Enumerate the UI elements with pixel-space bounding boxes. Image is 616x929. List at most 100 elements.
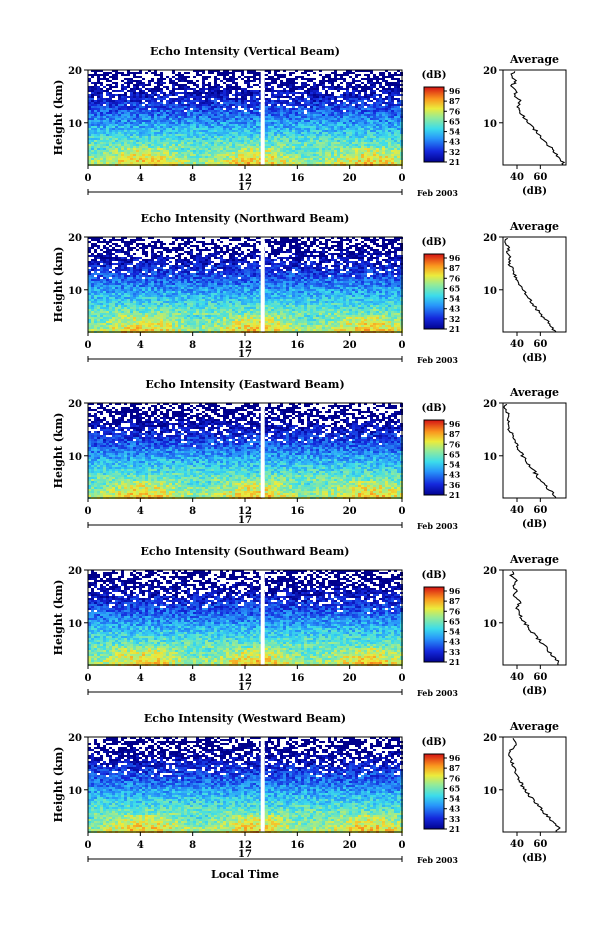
panel-westward: Echo Intensity (Westward Beam)1020Height…: [52, 712, 567, 865]
average-x-tick-label: 40: [510, 505, 524, 516]
x-tick-label: 4: [137, 506, 144, 517]
average-x-tick-label: 40: [510, 672, 524, 683]
panel-title: Echo Intensity (Vertical Beam): [150, 45, 340, 58]
average-title: Average: [509, 53, 559, 66]
data-gap: [260, 403, 265, 498]
colorbar-tick-label: 87: [449, 263, 460, 273]
date-label: Feb 2003: [417, 355, 458, 365]
colorbar-tick-label: 43: [449, 470, 461, 480]
x-tick-label: 20: [343, 173, 357, 184]
y-tick-label: 10: [68, 286, 82, 297]
x-tick-label: 20: [343, 506, 357, 517]
panel-title: Echo Intensity (Eastward Beam): [145, 378, 344, 391]
x-tick-label: 0: [399, 840, 406, 851]
average-y-tick-label: 20: [483, 233, 497, 244]
colorbar-tick-label: 21: [449, 490, 460, 500]
data-gap: [260, 737, 265, 832]
x-tick-label: 12: [238, 173, 252, 184]
day-label: 17: [238, 682, 252, 693]
x-tick-label: 16: [290, 840, 304, 851]
average-profile: Average 10 20 40 60 (dB): [483, 553, 567, 697]
colorbar-tick-label: 96: [449, 753, 461, 763]
x-tick-label: 20: [343, 340, 357, 351]
colorbar-tick-label: 65: [449, 283, 460, 293]
colorbar-tick-label: 96: [449, 586, 461, 596]
x-tick-label: 0: [399, 340, 406, 351]
average-profile-line: [504, 237, 557, 333]
heatmap-cells: [88, 403, 403, 499]
average-profile: Average 10 20 40 60 (dB): [483, 220, 567, 364]
x-tick-label: 12: [238, 673, 252, 684]
colorbar-frame: [423, 86, 445, 163]
colorbar-unit: (dB): [422, 70, 447, 81]
data-gap: [260, 570, 265, 665]
panel-southward: Echo Intensity (Southward Beam) 10 20 Heigh…: [52, 545, 567, 698]
average-title: Average: [509, 386, 559, 399]
colorbar-tick-label: 76: [449, 106, 461, 116]
colorbar-tick-label: 32: [449, 147, 460, 157]
x-tick-label: 0: [85, 506, 92, 517]
average-y-tick-label: 20: [483, 66, 497, 77]
day-label: 17: [238, 349, 252, 360]
panel-title: Echo Intensity (Southward Beam): [141, 545, 350, 558]
panel-title: Echo Intensity (Northward Beam): [141, 212, 350, 225]
colorbar-tick-label: 65: [449, 783, 460, 793]
average-title: Average: [509, 220, 559, 233]
y-tick-label: 10: [68, 619, 82, 630]
colorbar-tick-label: 54: [449, 627, 461, 637]
colorbar-tick-label: 87: [449, 763, 460, 773]
date-label: Feb 2003: [417, 855, 458, 865]
colorbar-tick-label: 76: [449, 773, 461, 783]
average-x-tick-label: 60: [533, 505, 547, 516]
colorbar-tick-label: 96: [449, 86, 461, 96]
x-tick-label: 20: [343, 673, 357, 684]
colorbar-tick-label: 96: [449, 253, 461, 263]
colorbar-tick-label: 36: [449, 480, 461, 490]
x-tick-label: 16: [290, 506, 304, 517]
average-title: Average: [509, 553, 559, 566]
average-profile-line: [508, 738, 561, 833]
y-tick-label: 10: [68, 786, 82, 797]
average-x-label: (dB): [522, 519, 547, 530]
average-x-tick-label: 40: [510, 839, 524, 850]
y-axis-label: Height (km): [52, 247, 65, 323]
panel-title: Echo Intensity (Westward Beam): [144, 712, 346, 725]
heatmap-cells: [88, 737, 403, 833]
heatmap-cells: [88, 237, 403, 333]
colorbar-frame: [423, 419, 445, 496]
average-x-tick-label: 60: [533, 839, 547, 850]
average-x-tick-label: 40: [510, 339, 524, 350]
date-label: Feb 2003: [417, 688, 458, 698]
panel-vertical: Echo Intensity (Vertical Beam)1020Height…: [52, 45, 567, 198]
y-axis-label: Height (km): [52, 580, 65, 656]
average-x-tick-label: 60: [533, 339, 547, 350]
x-tick-label: 0: [399, 673, 406, 684]
average-y-tick-label: 20: [483, 566, 497, 577]
day-label: 17: [238, 182, 252, 193]
day-label: 17: [238, 515, 252, 526]
average-y-tick-label: 20: [483, 399, 497, 410]
average-y-tick-label: 10: [483, 786, 497, 797]
colorbar-tick-label: 65: [449, 616, 460, 626]
x-tick-label: 20: [343, 840, 357, 851]
average-y-tick-label: 10: [483, 619, 497, 630]
x-tick-label: 12: [238, 506, 252, 517]
x-tick-label: 4: [137, 340, 144, 351]
colorbar-unit: (dB): [422, 570, 447, 581]
colorbar-tick-label: 54: [449, 460, 461, 470]
average-y-tick-label: 10: [483, 452, 497, 463]
colorbar-tick-label: 21: [449, 657, 460, 667]
average-frame: [502, 402, 567, 499]
date-label: Feb 2003: [417, 521, 458, 531]
x-tick-label: 16: [290, 673, 304, 684]
x-tick-label: 0: [85, 840, 92, 851]
colorbar-tick-label: 43: [449, 137, 461, 147]
average-frame: [502, 236, 567, 333]
colorbar-tick-label: 33: [449, 647, 461, 657]
x-tick-label: 16: [290, 340, 304, 351]
